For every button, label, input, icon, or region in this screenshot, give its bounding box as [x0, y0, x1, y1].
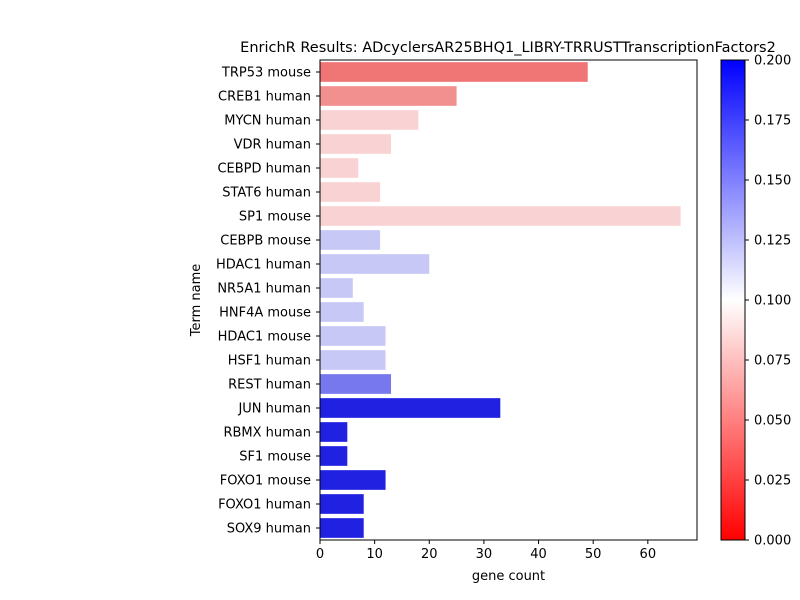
- y-tick-label: MYCN human: [224, 114, 311, 129]
- y-tick-label: HSF1 human: [228, 354, 311, 369]
- y-axis-label: Term name: [189, 264, 204, 338]
- x-axis-label: gene count: [472, 569, 545, 584]
- x-tick-label: 20: [421, 547, 438, 562]
- y-tick-label: HDAC1 human: [216, 258, 311, 273]
- colorbar: [720, 59, 746, 541]
- bars-group: [320, 62, 681, 538]
- bar: [320, 446, 348, 466]
- colorbar-tick-label: 0.075: [754, 354, 791, 369]
- x-tick-label: 30: [476, 547, 493, 562]
- bar: [320, 254, 430, 274]
- y-tick-label: STAT6 human: [222, 186, 311, 201]
- bar: [320, 398, 501, 418]
- y-tick-label: FOXO1 mouse: [220, 474, 311, 489]
- colorbar-tick-label: 0.175: [754, 114, 791, 129]
- x-tick-label: 40: [530, 547, 547, 562]
- y-tick-labels: TRP53 mouse CREB1 human MYCN human VDR huma…: [216, 66, 320, 537]
- colorbar-tick-label: 0.150: [754, 174, 791, 189]
- y-tick-label: SP1 mouse: [239, 210, 311, 225]
- x-axis-ticks: 0 10 20 30 40 50 60: [316, 540, 656, 562]
- bar: [320, 518, 364, 538]
- bar: [320, 230, 381, 250]
- y-tick-label: REST human: [228, 378, 311, 393]
- bar: [320, 134, 392, 154]
- y-tick-label: SOX9 human: [227, 522, 311, 537]
- bar: [320, 422, 348, 442]
- colorbar-ticks: 0.000 0.025 0.050 0.075 0.100 0.125 0.150 0.175…: [745, 54, 791, 549]
- bar: [320, 110, 419, 130]
- bar: [320, 350, 386, 370]
- y-tick-label: NR5A1 human: [217, 282, 311, 297]
- colorbar-tick-label: 0.025: [754, 474, 791, 489]
- x-tick-label: 0: [316, 547, 324, 562]
- x-tick-label: 60: [640, 547, 657, 562]
- y-tick-label: JUN human: [237, 402, 311, 417]
- x-tick-label: 50: [585, 547, 602, 562]
- bar: [320, 86, 457, 106]
- colorbar-tick-label: 0.100: [754, 294, 791, 309]
- bar: [320, 494, 364, 514]
- y-tick-label: CEBPD human: [217, 162, 311, 177]
- y-tick-label: RBMX human: [223, 426, 311, 441]
- y-tick-label: HDAC1 mouse: [218, 330, 311, 345]
- y-tick-label: CEBPB mouse: [220, 234, 311, 249]
- bar: [320, 206, 681, 226]
- chart-title: EnrichR Results: ADcyclersAR25BHQ1_LIBRY…: [240, 40, 776, 56]
- bar: [320, 302, 364, 322]
- bar: [320, 374, 392, 394]
- bar: [320, 182, 381, 202]
- y-tick-label: HNF4A mouse: [219, 306, 311, 321]
- bar: [320, 326, 386, 346]
- y-tick-label: FOXO1 human: [218, 498, 311, 513]
- colorbar-tick-label: 0.200: [754, 54, 791, 69]
- bar: [320, 62, 588, 82]
- x-tick-label: 10: [366, 547, 383, 562]
- plot-frame: [319, 59, 698, 541]
- colorbar-tick-label: 0.125: [754, 234, 791, 249]
- y-tick-label: VDR human: [234, 138, 311, 153]
- y-tick-label: TRP53 mouse: [221, 66, 311, 81]
- y-tick-label: SF1 mouse: [239, 450, 311, 465]
- colorbar-tick-label: 0.000: [754, 534, 791, 549]
- bar: [320, 470, 386, 490]
- y-tick-label: CREB1 human: [218, 90, 311, 105]
- colorbar-tick-label: 0.050: [754, 414, 791, 429]
- bar: [320, 278, 353, 298]
- bar: [320, 158, 359, 178]
